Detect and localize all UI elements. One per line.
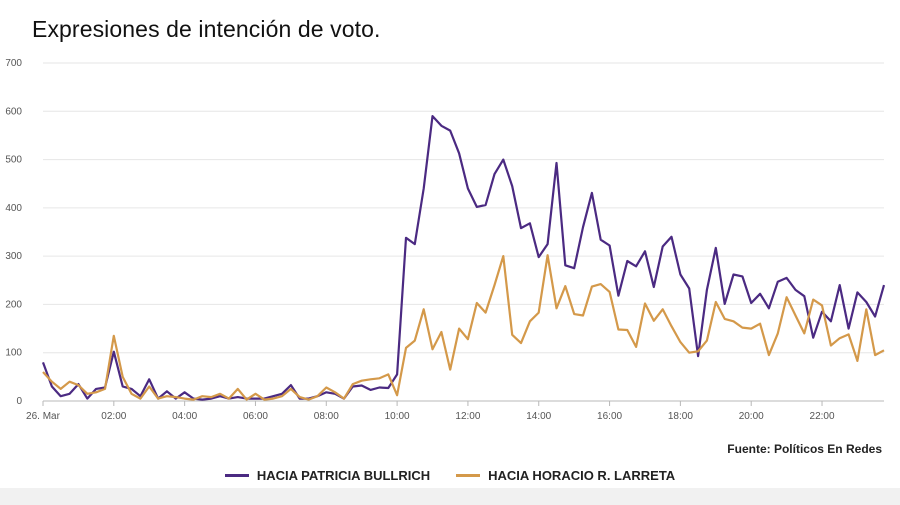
legend-item-larreta[interactable]: HACIA HORACIO R. LARRETA bbox=[456, 468, 675, 483]
y-tick-label: 100 bbox=[5, 348, 22, 359]
x-tick-label: 12:00 bbox=[455, 411, 480, 422]
x-tick-label: 14:00 bbox=[526, 411, 551, 422]
y-tick-label: 300 bbox=[5, 251, 22, 262]
y-tick-label: 200 bbox=[5, 299, 22, 310]
y-tick-label: 0 bbox=[16, 396, 22, 407]
series-line-0[interactable] bbox=[41, 115, 886, 401]
source-note: Fuente: Políticos En Redes bbox=[727, 442, 882, 456]
x-tick-label: 02:00 bbox=[101, 411, 126, 422]
legend-label: HACIA PATRICIA BULLRICH bbox=[256, 468, 431, 483]
x-tick-label: 06:00 bbox=[243, 411, 268, 422]
x-tick-label: 04:00 bbox=[172, 411, 197, 422]
legend: HACIA PATRICIA BULLRICH HACIA HORACIO R.… bbox=[0, 468, 900, 483]
x-tick-label: 18:00 bbox=[668, 411, 693, 422]
legend-swatch bbox=[224, 474, 249, 477]
x-axis: 26. Mar 02:00 04:00 06:00 08:00 10:00 12:00 14:… bbox=[26, 401, 835, 422]
x-tick-label: 16:00 bbox=[597, 411, 622, 422]
x-tick-label: 10:00 bbox=[385, 411, 410, 422]
y-tick-label: 400 bbox=[5, 203, 22, 214]
chart-title: Expresiones de intención de voto. bbox=[32, 16, 381, 42]
y-tick-label: 500 bbox=[5, 155, 22, 166]
footer-band bbox=[0, 488, 900, 505]
legend-item-bullrich[interactable]: HACIA PATRICIA BULLRICH bbox=[224, 468, 431, 483]
legend-label: HACIA HORACIO R. LARRETA bbox=[488, 468, 676, 483]
y-tick-label: 600 bbox=[5, 106, 22, 117]
x-tick-label: 26. Mar bbox=[26, 411, 61, 422]
x-tick-label: 22:00 bbox=[810, 411, 835, 422]
grid bbox=[43, 62, 884, 402]
series-line-1[interactable] bbox=[42, 254, 885, 401]
legend-swatch bbox=[456, 474, 481, 477]
x-tick-label: 20:00 bbox=[739, 411, 764, 422]
x-tick-label: 08:00 bbox=[314, 411, 339, 422]
series-group bbox=[41, 115, 886, 401]
y-axis: 0 100 200 300 400 500 600 700 bbox=[5, 58, 22, 407]
y-tick-label: 700 bbox=[5, 58, 22, 69]
